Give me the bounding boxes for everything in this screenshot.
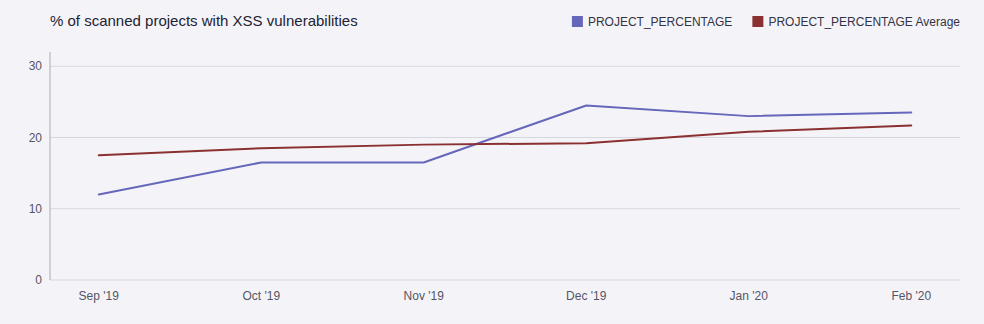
grid-line <box>50 208 960 209</box>
series-line <box>99 125 912 155</box>
legend-label: PROJECT_PERCENTAGE <box>588 15 732 29</box>
series-line <box>99 105 912 194</box>
chart-svg: 0 10 20 30 Sep '19 Oct '19 Nov '19 Dec '19 Jan '… <box>0 0 984 324</box>
y-tick-label: 0 <box>35 273 42 287</box>
x-tick-label: Nov '19 <box>404 289 445 303</box>
grid-line <box>50 280 960 281</box>
chart-container: 0 10 20 30 Sep '19 Oct '19 Nov '19 Dec '19 Jan '… <box>0 0 984 324</box>
legend-swatch <box>572 16 583 27</box>
x-tick-label: Oct '19 <box>242 289 280 303</box>
legend: PROJECT_PERCENTAGE PROJECT_PERCENTAGE Ave… <box>572 15 960 29</box>
background <box>0 0 984 324</box>
x-tick-label: Sep '19 <box>79 289 120 303</box>
y-axis-line <box>50 52 51 280</box>
x-tick-label: Dec '19 <box>566 289 607 303</box>
y-tick-label: 20 <box>29 131 43 145</box>
y-tick-label: 30 <box>29 59 43 73</box>
legend-label: PROJECT_PERCENTAGE Average <box>768 15 960 29</box>
grid <box>50 66 960 280</box>
y-tick-label: 10 <box>29 202 43 216</box>
lines <box>99 105 912 194</box>
chart-title: % of scanned projects with XSS vulnerabi… <box>50 12 358 29</box>
x-tick-label: Jan '20 <box>730 289 769 303</box>
grid-line <box>50 137 960 138</box>
legend-swatch <box>752 16 763 27</box>
grid-line <box>50 66 960 67</box>
x-tick-label: Feb '20 <box>891 289 931 303</box>
